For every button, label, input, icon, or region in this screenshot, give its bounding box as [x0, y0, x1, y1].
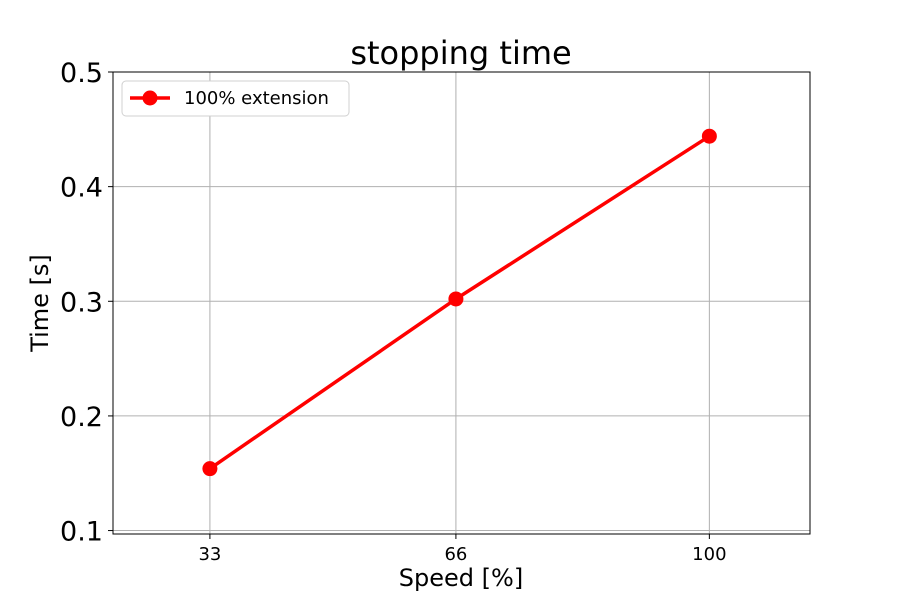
series-layer [202, 128, 717, 477]
axis-ticks: 33 66 100 0.1 0.2 0.3 0.4 0.5 [60, 58, 726, 565]
y-tick-label: 0.2 [60, 402, 103, 433]
legend-marker-sample [142, 90, 158, 106]
x-axis-label: Speed [%] [399, 564, 523, 592]
y-tick-label: 0.4 [60, 173, 103, 204]
x-tick-label: 33 [198, 544, 221, 565]
x-tick-label: 100 [692, 544, 726, 565]
data-point [448, 291, 464, 307]
plot-area-frame [112, 71, 811, 535]
y-tick-label: 0.1 [60, 517, 103, 548]
legend-box [121, 80, 350, 117]
legend-label: 100% extension [184, 88, 329, 109]
legend: 100% extension [121, 80, 350, 117]
y-tick-label: 0.5 [60, 58, 103, 89]
y-tick-label: 0.3 [60, 287, 103, 318]
y-axis-label: Time [s] [26, 254, 54, 353]
data-point [701, 128, 717, 144]
x-tick-label: 66 [444, 544, 467, 565]
chart-title: stopping time [350, 34, 571, 72]
data-point [202, 461, 218, 477]
